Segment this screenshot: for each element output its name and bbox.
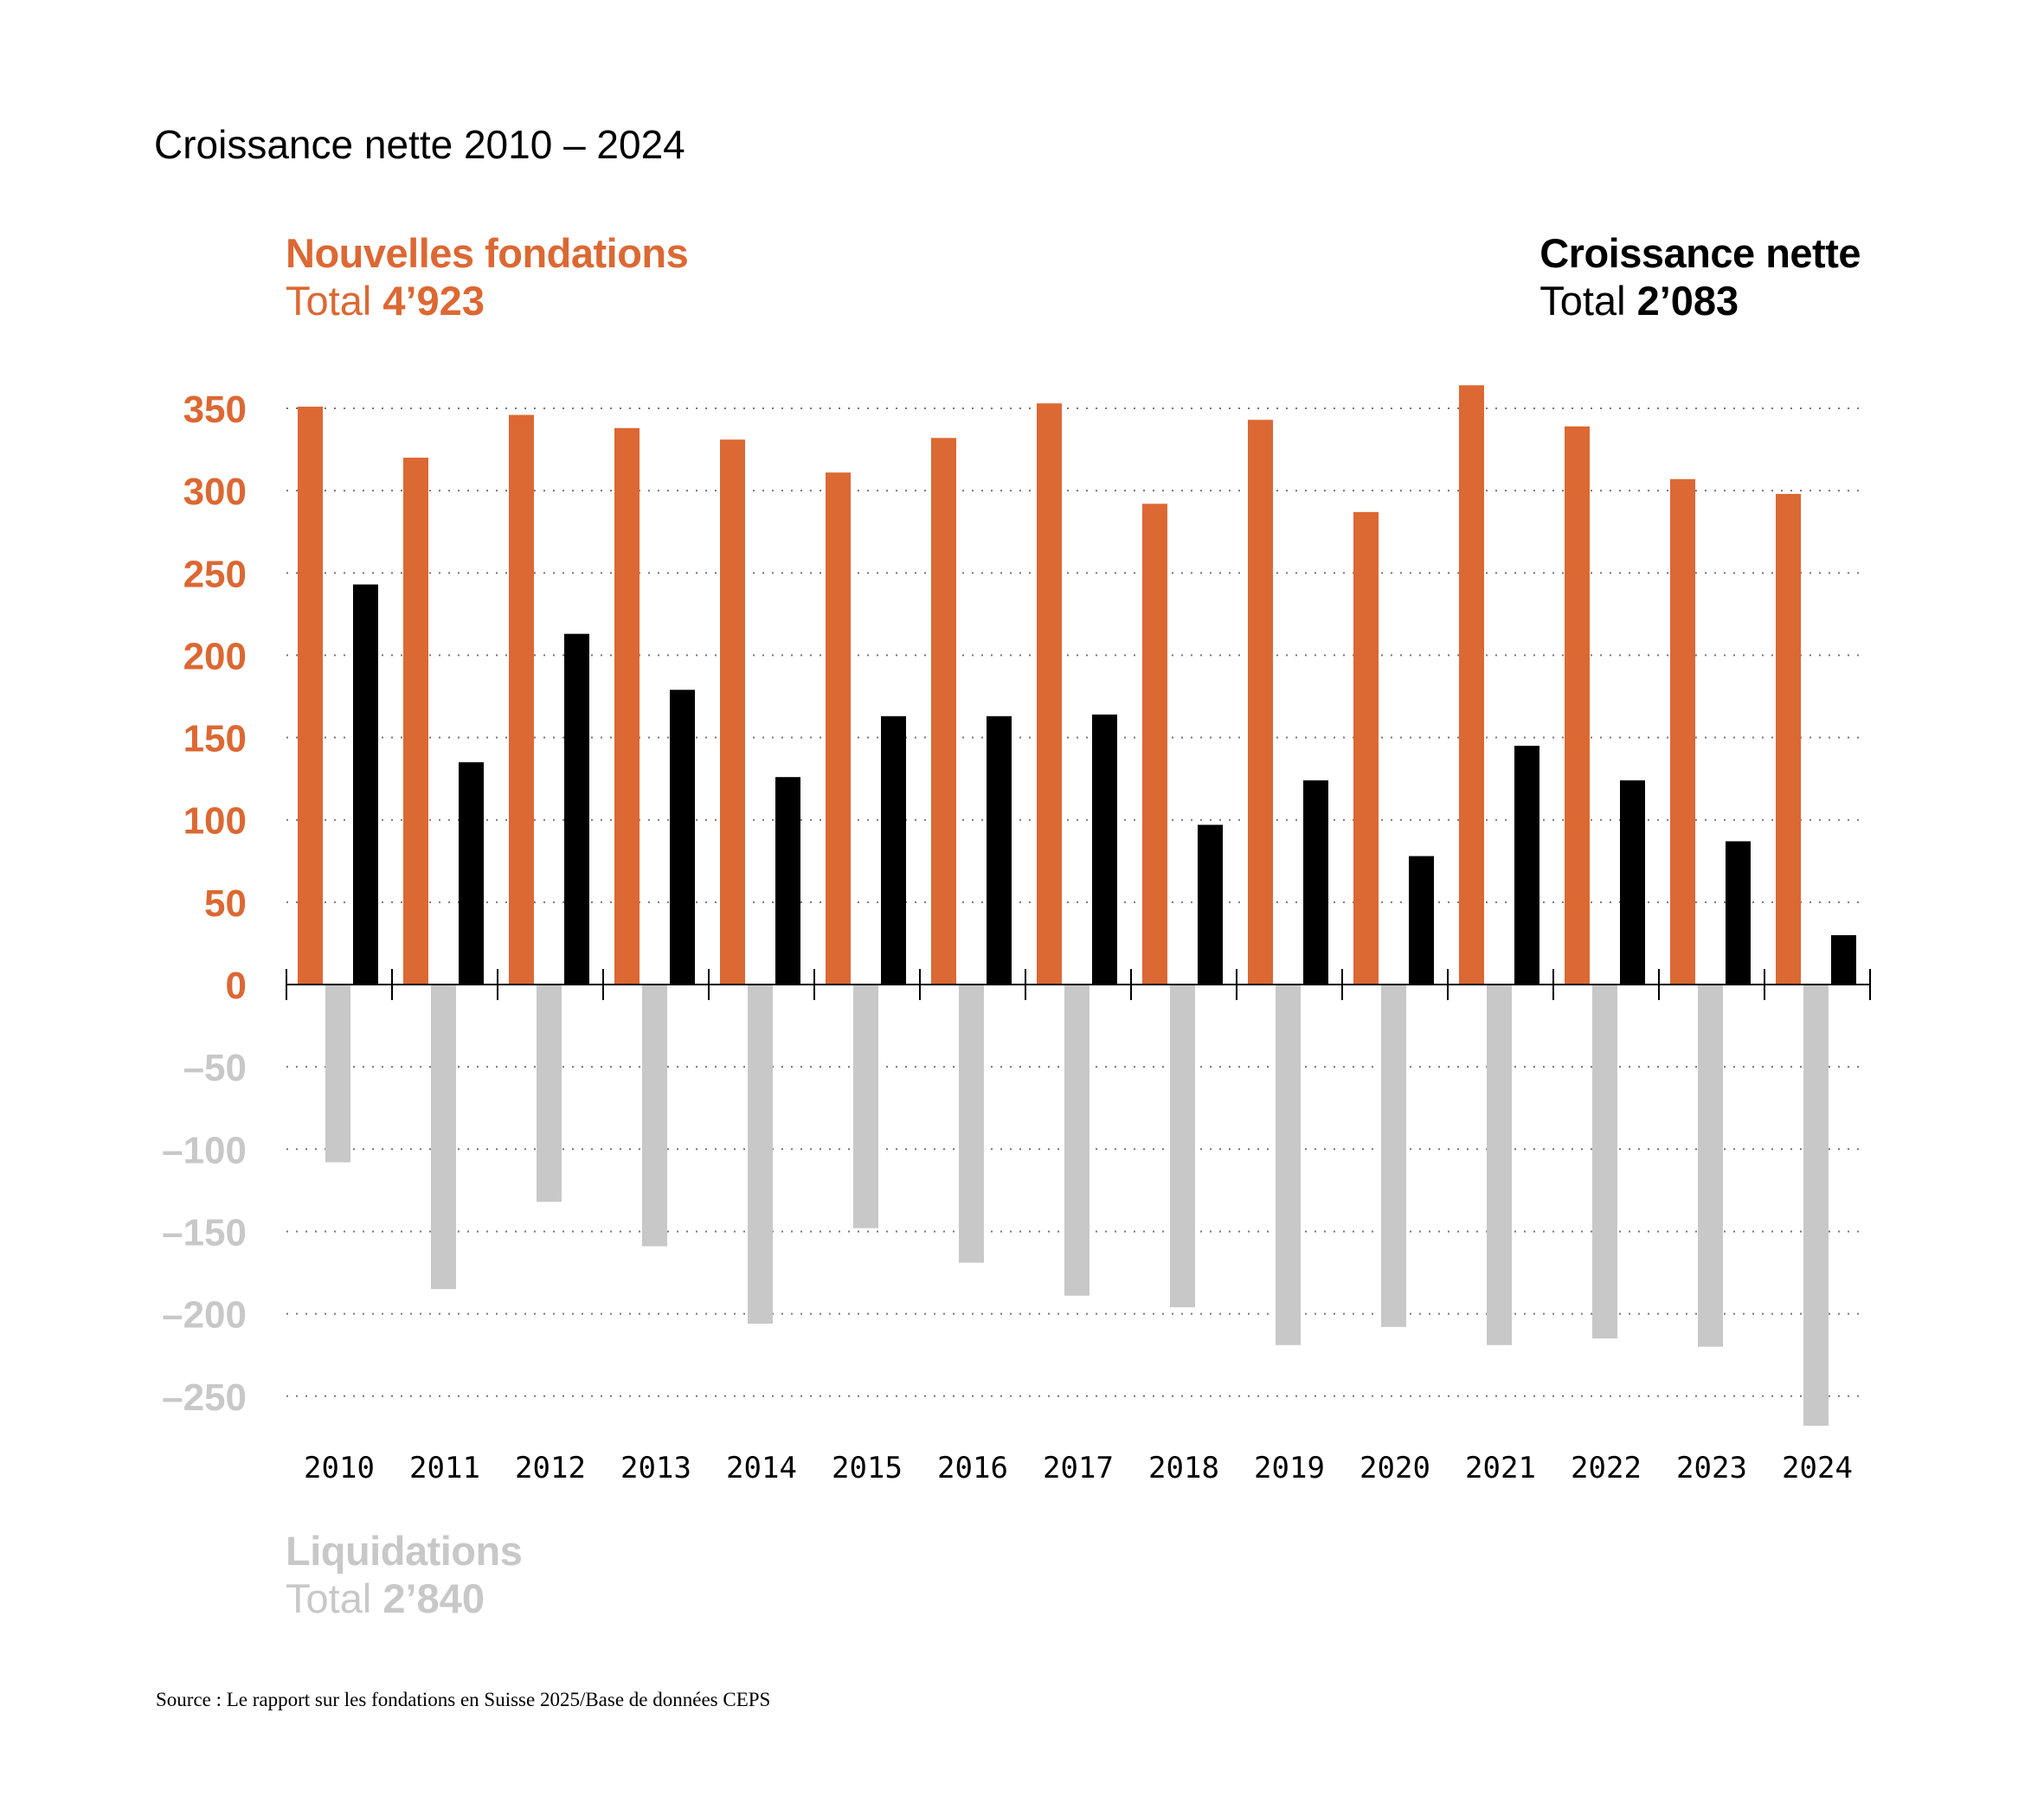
bar-liq-2017 — [1064, 985, 1089, 1296]
bar-new-2018 — [1142, 504, 1167, 985]
bar-new-2017 — [1037, 403, 1062, 985]
y-tick-label: 150 — [183, 718, 247, 760]
y-tick-label: 50 — [204, 882, 247, 925]
x-tick-label: 2021 — [1465, 1451, 1536, 1485]
legend-total-value: 4’923 — [382, 278, 485, 324]
x-tick-label: 2018 — [1148, 1451, 1219, 1485]
bar-net-2021 — [1514, 746, 1539, 985]
bar-new-2010 — [298, 407, 323, 985]
bar-net-2022 — [1620, 780, 1645, 985]
bar-liq-2014 — [748, 985, 773, 1325]
x-tick-label: 2014 — [726, 1451, 797, 1485]
y-tick-label: –250 — [162, 1376, 247, 1419]
bar-liq-2012 — [537, 985, 562, 1203]
x-tick-label: 2019 — [1254, 1451, 1325, 1485]
bar-new-2024 — [1776, 493, 1801, 985]
legend-name: Nouvelles fondations — [286, 230, 689, 276]
y-tick-label: –150 — [162, 1211, 247, 1254]
bar-net-2018 — [1198, 824, 1223, 985]
bar-net-2023 — [1726, 841, 1751, 985]
legend-name: Croissance nette — [1539, 230, 1861, 276]
y-tick-label: 0 — [226, 965, 247, 1007]
bar-net-2016 — [987, 715, 1012, 985]
y-tick-label: –50 — [183, 1047, 247, 1089]
bar-liq-2015 — [853, 985, 878, 1228]
chart-title: Croissance nette 2010 – 2024 — [154, 122, 685, 167]
bar-liq-2020 — [1381, 985, 1406, 1327]
bar-net-2019 — [1303, 780, 1328, 985]
x-tick-label: 2011 — [409, 1451, 480, 1485]
bar-new-2020 — [1353, 511, 1379, 985]
bar-net-2010 — [353, 584, 378, 985]
legend-net-growth: Croissance nette Total 2’083 — [1539, 229, 1861, 324]
bar-new-2021 — [1459, 385, 1484, 985]
bar-liq-2016 — [959, 985, 984, 1263]
bar-new-2011 — [403, 458, 428, 985]
x-tick-label: 2010 — [304, 1451, 375, 1485]
bar-new-2019 — [1248, 420, 1273, 985]
x-tick-label: 2013 — [620, 1451, 691, 1485]
bar-liq-2013 — [642, 985, 667, 1247]
y-tick-label: –100 — [162, 1129, 247, 1171]
bar-liq-2021 — [1487, 985, 1512, 1345]
x-tick-label: 2012 — [515, 1451, 586, 1485]
bar-new-2022 — [1565, 426, 1590, 985]
y-tick-label: –200 — [162, 1294, 247, 1337]
x-tick-label: 2024 — [1782, 1451, 1853, 1485]
bar-net-2012 — [564, 633, 589, 985]
x-tick-label: 2015 — [832, 1451, 903, 1485]
bar-net-2014 — [775, 777, 800, 985]
bar-new-2014 — [720, 439, 745, 985]
bar-new-2015 — [826, 472, 851, 985]
bar-liq-2023 — [1698, 985, 1723, 1347]
legend-new-foundations: Nouvelles fondations Total 4’923 — [286, 229, 689, 324]
legend-total-label: Total — [286, 1575, 372, 1621]
source-note: Source : Le rapport sur les fondations e… — [156, 1689, 771, 1710]
bar-new-2023 — [1670, 478, 1695, 985]
legend-total-label: Total — [286, 278, 372, 324]
y-tick-label: 100 — [183, 800, 247, 843]
bar-net-2020 — [1409, 856, 1434, 985]
legend-name: Liquidations — [286, 1528, 523, 1574]
bar-liq-2024 — [1803, 985, 1829, 1427]
bar-liq-2022 — [1592, 985, 1617, 1339]
x-tick-label: 2016 — [937, 1451, 1008, 1485]
legend-liquidations: Liquidations Total 2’840 — [286, 1527, 523, 1622]
x-tick-label: 2022 — [1571, 1451, 1642, 1485]
bar-net-2011 — [459, 762, 484, 985]
bar-net-2013 — [670, 690, 695, 985]
bar-new-2013 — [614, 427, 640, 985]
bar-liq-2011 — [431, 985, 456, 1290]
legend-total-value: 2’083 — [1636, 278, 1739, 324]
x-tick-label: 2017 — [1043, 1451, 1114, 1485]
bar-net-2024 — [1831, 934, 1856, 985]
x-tick-label: 2023 — [1676, 1451, 1747, 1485]
y-tick-label: 350 — [183, 388, 247, 431]
legend-total-label: Total — [1539, 278, 1626, 324]
y-tick-label: 300 — [183, 471, 247, 513]
bar-liq-2019 — [1276, 985, 1301, 1345]
bar-net-2017 — [1092, 714, 1117, 985]
bar-new-2016 — [931, 438, 956, 985]
bar-net-2015 — [881, 715, 906, 985]
bar-liq-2010 — [325, 985, 350, 1163]
y-tick-label: 250 — [183, 553, 247, 595]
x-tick-label: 2020 — [1359, 1451, 1430, 1485]
y-tick-label: 200 — [183, 635, 247, 677]
bar-new-2012 — [509, 414, 534, 985]
legend-total-value: 2’840 — [382, 1575, 485, 1621]
bar-liq-2018 — [1170, 985, 1195, 1307]
